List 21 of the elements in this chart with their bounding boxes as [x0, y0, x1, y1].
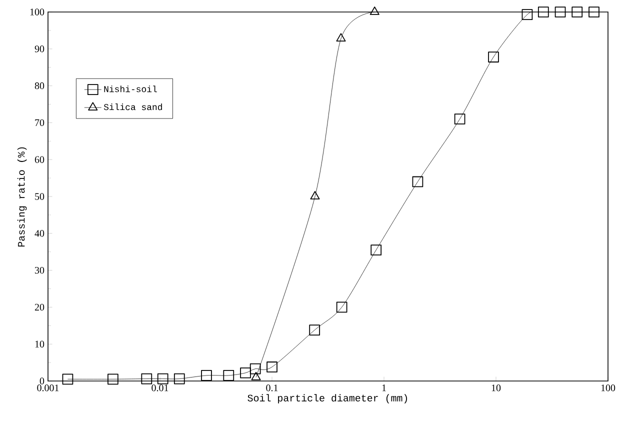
x-axis-title: Soil particle diameter (mm) — [248, 394, 408, 404]
y-axis-title: Passing ratio (%) — [17, 147, 27, 247]
x-tick-label: 10 — [492, 384, 501, 392]
y-tick-label: 30 — [34, 266, 44, 274]
x-tick-label: 0.01 — [152, 384, 168, 392]
y-tick-label: 50 — [35, 193, 44, 200]
y-tick-label: 20 — [34, 304, 44, 311]
legend-label: Silica sand — [104, 104, 162, 110]
y-tick-label: 100 — [30, 8, 44, 16]
x-tick-label: 100 — [601, 384, 616, 392]
x-tick-label: 0.1 — [266, 384, 278, 392]
y-tick-label: 10 — [35, 340, 44, 348]
x-tick-label: 1 — [382, 384, 386, 392]
y-tick-label: 80 — [34, 82, 44, 90]
y-tick-label: 90 — [34, 46, 44, 52]
y-tick-label: 0 — [40, 378, 44, 384]
legend-label: Nishi-soil — [104, 86, 157, 92]
y-tick-label: 60 — [34, 156, 44, 163]
x-tick-label: 0.001 — [37, 384, 59, 392]
y-tick-label: 40 — [34, 230, 44, 237]
y-tick-label: 70 — [35, 119, 44, 126]
